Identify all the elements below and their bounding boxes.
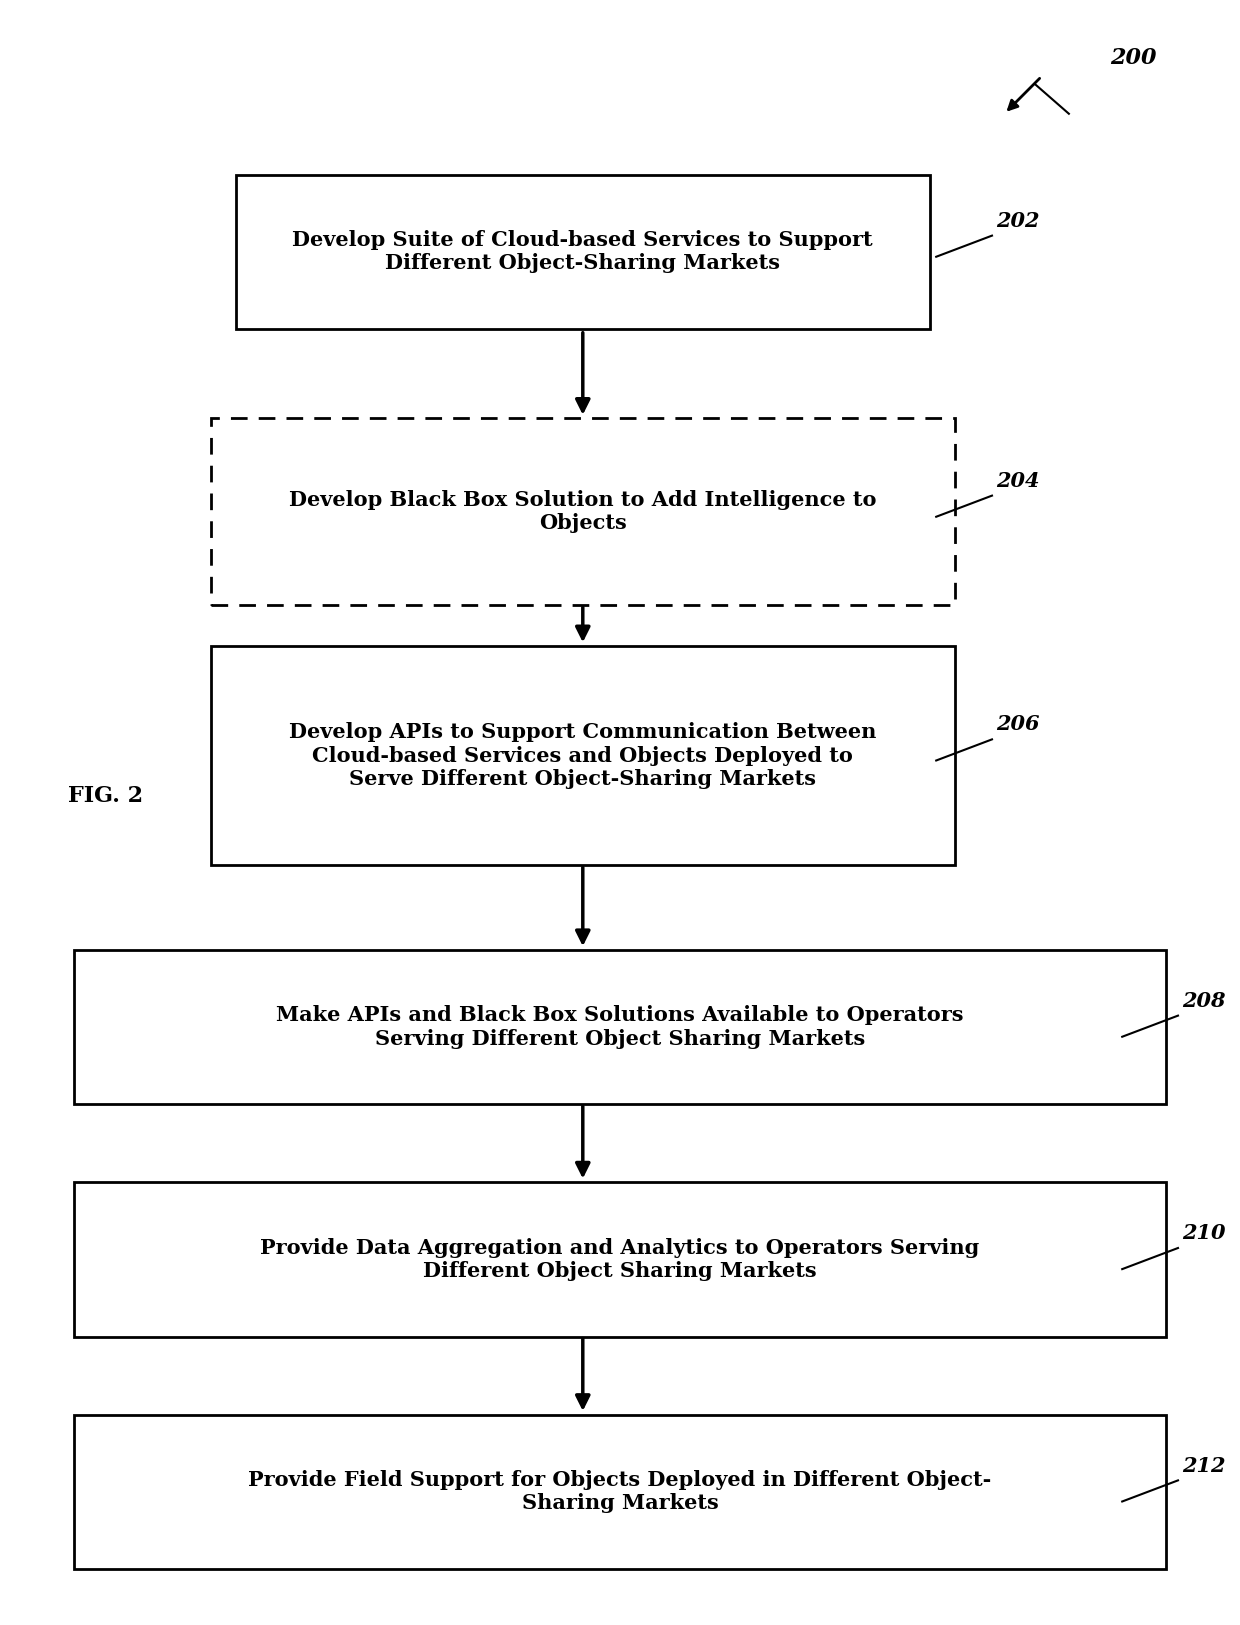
Text: Provide Data Aggregation and Analytics to Operators Serving
Different Object Sha: Provide Data Aggregation and Analytics t… bbox=[260, 1238, 980, 1280]
Bar bbox=[211, 418, 955, 604]
Text: Develop Suite of Cloud-based Services to Support
Different Object-Sharing Market: Develop Suite of Cloud-based Services to… bbox=[293, 231, 873, 273]
Text: FIG. 2: FIG. 2 bbox=[68, 785, 144, 808]
Bar bbox=[211, 645, 955, 864]
Text: 208: 208 bbox=[1182, 991, 1225, 1011]
Text: 210: 210 bbox=[1182, 1224, 1225, 1243]
Text: 200: 200 bbox=[1110, 47, 1156, 70]
Text: 204: 204 bbox=[996, 471, 1039, 491]
Bar bbox=[74, 1183, 1166, 1336]
Text: Develop APIs to Support Communication Between
Cloud-based Services and Objects D: Develop APIs to Support Communication Be… bbox=[289, 723, 877, 788]
Bar bbox=[74, 1414, 1166, 1570]
Text: Provide Field Support for Objects Deployed in Different Object-
Sharing Markets: Provide Field Support for Objects Deploy… bbox=[248, 1471, 992, 1513]
Bar bbox=[236, 174, 930, 328]
Text: 212: 212 bbox=[1182, 1456, 1225, 1476]
Text: Make APIs and Black Box Solutions Available to Operators
Serving Different Objec: Make APIs and Black Box Solutions Availa… bbox=[277, 1006, 963, 1048]
Text: 202: 202 bbox=[996, 211, 1039, 231]
Text: Develop Black Box Solution to Add Intelligence to
Objects: Develop Black Box Solution to Add Intell… bbox=[289, 491, 877, 533]
Text: 206: 206 bbox=[996, 715, 1039, 734]
Bar bbox=[74, 949, 1166, 1105]
